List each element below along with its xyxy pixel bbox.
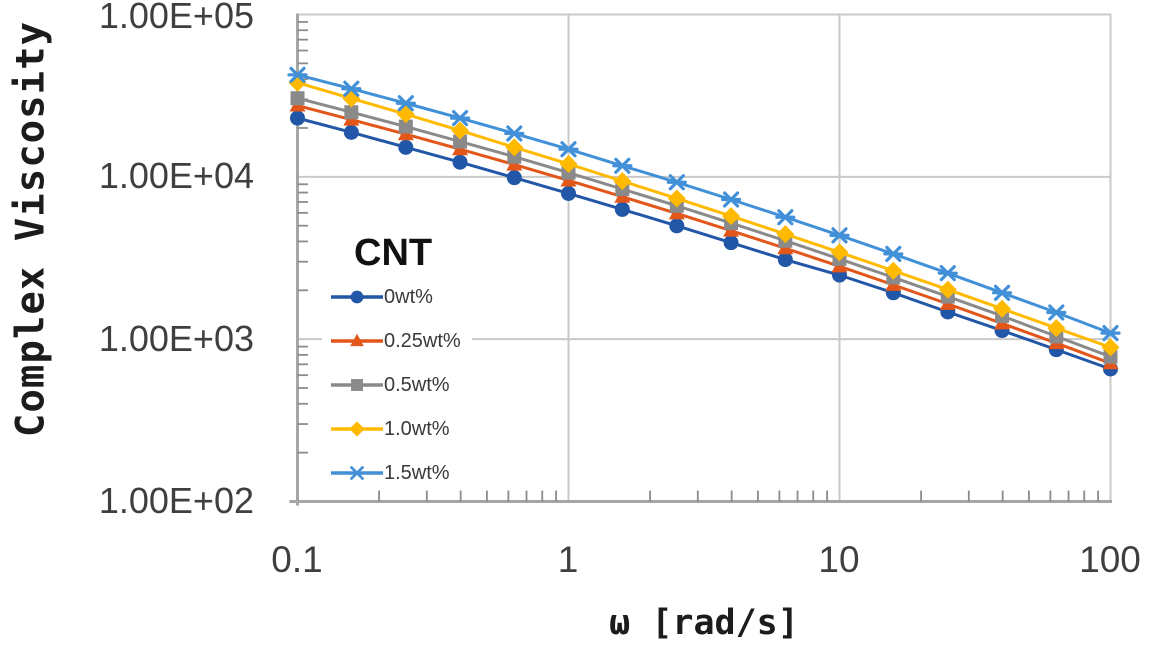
series-line-1.5wt% xyxy=(297,73,1112,335)
series-line-0.25wt% xyxy=(297,104,1112,365)
legend: CNT 0wt% 0.25wt% 0.5wt% 1.0wt% 1.5wt% xyxy=(322,230,472,488)
series-line-1.0wt% xyxy=(297,81,1112,349)
legend-title: CNT xyxy=(354,232,433,274)
minor-ticks xyxy=(297,21,1099,502)
series-line-0wt% xyxy=(297,116,1112,371)
legend-marker-circle-icon xyxy=(331,290,383,304)
x-axis-title: ω [rad/s] xyxy=(609,603,799,643)
x-tick-label-100: 100 xyxy=(1079,539,1141,580)
x-tick-label-1: 1 xyxy=(557,539,579,580)
y-tick-label-1e3: 1.00E+03 xyxy=(98,318,254,359)
x-tick-label-0.1: 0.1 xyxy=(271,539,323,580)
series-1.5wt% xyxy=(287,66,1121,342)
legend-label: 0.5wt% xyxy=(384,374,450,396)
legend-marker-diamond-icon xyxy=(331,421,383,437)
legend-label: 0wt% xyxy=(384,286,433,308)
legend-label: 0.25wt% xyxy=(384,330,461,352)
y-tick-label-1e2: 1.00E+02 xyxy=(98,480,254,521)
y-axis-title: Complex Viscosity xyxy=(8,20,54,438)
legend-label: 1.0wt% xyxy=(384,418,450,440)
legend-marker-triangle-icon xyxy=(331,333,383,347)
y-tick-label-1e4: 1.00E+04 xyxy=(98,155,254,196)
legend-marker-square-icon xyxy=(331,379,383,391)
y-tick-label-1e5: 1.00E+05 xyxy=(98,0,254,36)
legend-label: 1.5wt% xyxy=(384,462,450,484)
legend-marker-star-icon xyxy=(331,466,383,480)
x-tick-label-10: 10 xyxy=(818,539,860,580)
series-line-0.5wt% xyxy=(297,96,1112,359)
